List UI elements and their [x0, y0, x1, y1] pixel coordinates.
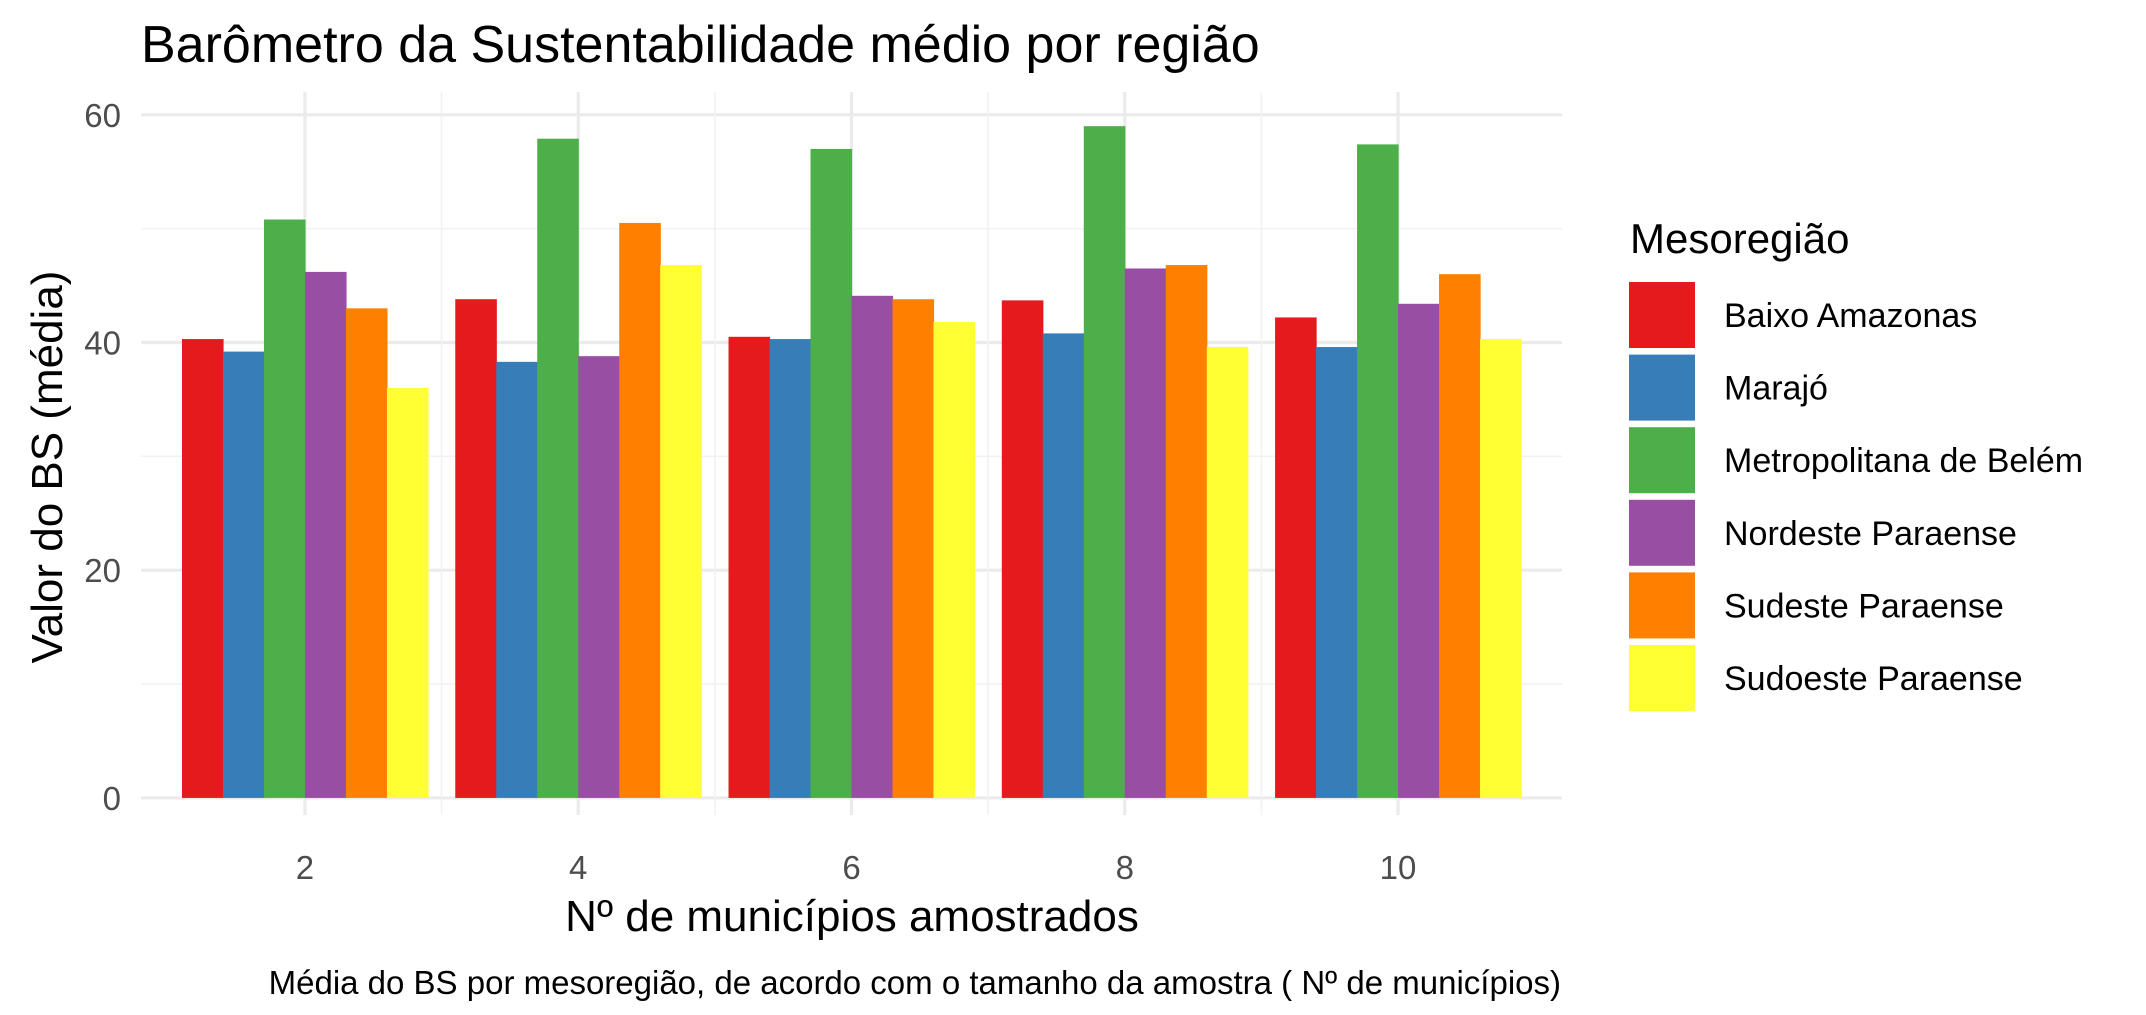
- y-axis-ticks: 0 20 40 60: [84, 97, 121, 817]
- chart-title: Barômetro da Sustentabilidade médio por …: [141, 16, 1260, 74]
- bar: [810, 148, 853, 798]
- bar: [181, 339, 224, 798]
- x-tick-label: 8: [1116, 849, 1134, 886]
- bar: [660, 265, 702, 798]
- x-tick-label: 6: [842, 849, 860, 886]
- bar: [304, 271, 347, 798]
- bar: [1083, 126, 1126, 798]
- bar: [222, 351, 265, 798]
- x-axis-ticks: 2 4 6 8 10: [296, 849, 1417, 886]
- bar: [1439, 274, 1481, 798]
- legend-key: [1629, 572, 1695, 639]
- bar: [1357, 144, 1399, 798]
- bar: [1165, 265, 1208, 798]
- y-tick-label: 0: [103, 780, 121, 817]
- bar: [1398, 303, 1440, 798]
- bar: [728, 336, 771, 798]
- chart-caption: Média do BS por mesoregião, de acordo co…: [269, 964, 1561, 1001]
- y-tick-label: 40: [84, 324, 121, 361]
- legend-label: Sudeste Paraense: [1724, 587, 2004, 625]
- x-tick-label: 10: [1380, 849, 1417, 886]
- bar: [263, 219, 306, 798]
- x-axis-title: Nº de municípios amostrados: [565, 892, 1139, 941]
- legend-title: Mesoregião: [1630, 215, 1849, 262]
- bar: [386, 388, 429, 798]
- bar: [769, 339, 812, 798]
- y-tick-label: 60: [84, 97, 121, 134]
- bar: [1480, 339, 1522, 798]
- bar: [1206, 347, 1249, 798]
- bar: [1316, 347, 1358, 798]
- bar: [1042, 333, 1085, 798]
- legend: Mesoregião Baixo Amazonas Marajó Metropoli…: [1629, 215, 2083, 711]
- y-axis-title: Valor do BS (média): [23, 271, 72, 664]
- bar: [496, 361, 538, 798]
- bar: [455, 299, 497, 798]
- legend-label: Sudoeste Paraense: [1724, 660, 2023, 698]
- legend-key: [1629, 282, 1695, 348]
- bar: [851, 295, 894, 798]
- bar: [619, 222, 661, 798]
- bar: [1275, 317, 1317, 798]
- bar: [345, 308, 388, 798]
- bars: [181, 126, 1522, 798]
- bar: [1124, 268, 1167, 798]
- bar: [933, 321, 976, 798]
- bar: [892, 299, 935, 798]
- legend-key: [1629, 645, 1695, 711]
- legend-key: [1629, 427, 1695, 494]
- legend-key: [1629, 499, 1695, 566]
- bar: [537, 138, 579, 798]
- legend-label: Metropolitana de Belém: [1724, 442, 2083, 480]
- y-tick-label: 20: [84, 552, 121, 589]
- bar: [1001, 300, 1044, 798]
- bar: [578, 356, 620, 798]
- x-tick-label: 4: [569, 849, 587, 886]
- legend-label: Nordeste Paraense: [1724, 515, 2017, 553]
- legend-key: [1629, 354, 1695, 421]
- legend-items: Baixo Amazonas Marajó Metropolitana de Bel…: [1629, 282, 2083, 711]
- legend-label: Marajó: [1724, 370, 1828, 408]
- legend-label: Baixo Amazonas: [1724, 297, 1977, 335]
- x-tick-label: 2: [296, 849, 314, 886]
